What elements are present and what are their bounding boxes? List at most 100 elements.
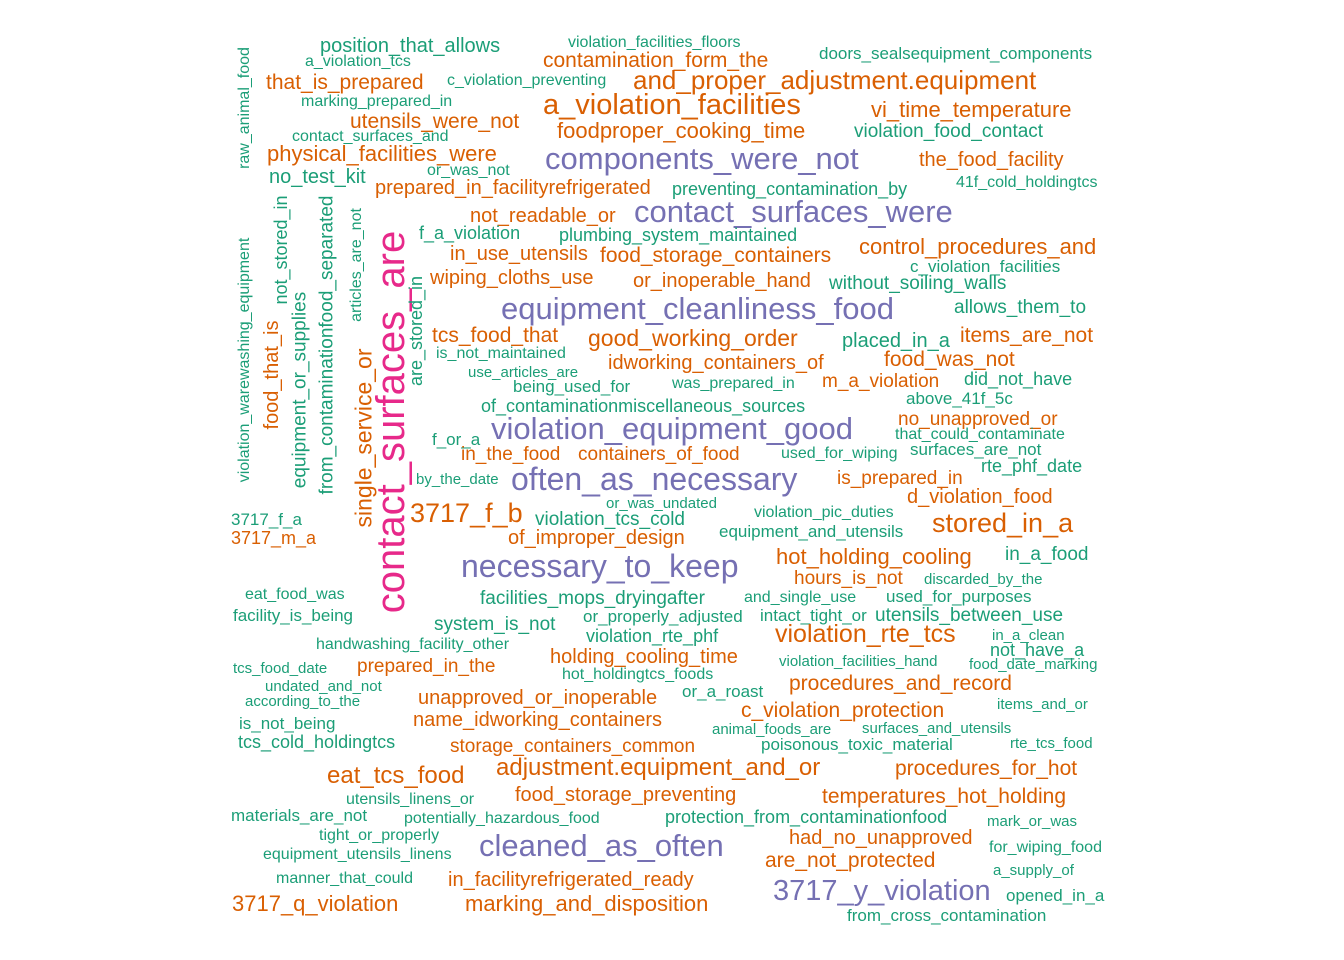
word: a_violation_tcs <box>305 53 411 70</box>
word: good_working_order <box>588 325 798 351</box>
word: violation_tcs_cold <box>535 509 685 530</box>
word: discarded_by_the <box>924 571 1043 588</box>
word: of_contaminationmiscellaneous_sources <box>481 396 806 416</box>
word: food_that_is <box>261 320 283 430</box>
word: according_to_the <box>245 693 361 710</box>
word: components_were_not <box>545 141 859 176</box>
word: tcs_cold_holdingtcs <box>238 732 396 752</box>
word: tcs_food_that <box>432 324 559 347</box>
word: foodproper_cooking_time <box>557 118 806 143</box>
word: prepared_in_the <box>357 656 496 677</box>
word: tight_or_properly <box>319 827 440 844</box>
word: name_idworking_containers <box>413 709 663 731</box>
word: hot_holding_cooling <box>776 544 972 569</box>
word: is_not_being <box>239 714 336 733</box>
word: or_a_roast <box>682 682 764 701</box>
word: poisonous_toxic_material <box>761 735 953 754</box>
word: contact_surfaces_were <box>634 194 953 229</box>
word: no_unapproved_or <box>898 409 1058 430</box>
word: violation_rte_phf <box>586 626 719 646</box>
word: 41f_cold_holdingtcs <box>956 174 1098 191</box>
word: control_procedures_and <box>859 234 1097 259</box>
word: violation_facilities_floors <box>568 34 741 51</box>
word: placed_in_a <box>842 330 950 352</box>
word: that_is_prepared <box>266 71 424 94</box>
word: eat_food_was <box>245 586 345 603</box>
word: items_and_or <box>997 696 1088 713</box>
word: had_no_unapproved <box>789 827 973 849</box>
word: food_storage_containers <box>600 244 832 267</box>
word: contact_surfaces_are <box>369 230 413 614</box>
word: rte_phf_date <box>981 456 1083 476</box>
word: contact_surfaces_and <box>292 128 449 145</box>
word: are_stored_in <box>406 275 426 387</box>
word: hours_is_not <box>794 568 903 589</box>
word: 3717_m_a <box>231 528 317 548</box>
word: temperatures_hot_holding <box>822 785 1067 808</box>
word: for_wiping_food <box>989 839 1102 856</box>
word: tcs_food_date <box>233 660 328 677</box>
word: procedures_for_hot <box>895 757 1078 780</box>
word: equipment_cleanliness_food <box>501 291 894 326</box>
word: necessary_to_keep <box>461 548 739 584</box>
word: violation_food_contact <box>854 121 1044 142</box>
word: doors_sealsequipment_components <box>819 44 1093 63</box>
word: 3717_y_violation <box>773 875 991 907</box>
word: marking_prepared_in <box>301 93 453 110</box>
word: animal_foods_are <box>712 721 832 738</box>
word: in_a_food <box>1005 544 1089 565</box>
word: materials_are_not <box>231 806 368 825</box>
word: of_improper_design <box>508 527 685 549</box>
word: violation_warewashing_equipment <box>236 237 253 483</box>
word: f_or_a <box>432 430 481 449</box>
word: manner_that_could <box>276 870 413 887</box>
word: idworking_containers_of <box>608 352 824 374</box>
word: intact_tight_or <box>760 606 867 625</box>
word: food_date_marking <box>969 656 1098 673</box>
word: potentially_hazardous_food <box>404 810 600 827</box>
word: 3717_f_a <box>231 510 302 529</box>
word: f_a_violation <box>419 223 521 243</box>
word: raw_animal_food <box>236 47 253 169</box>
word: in_use_utensils <box>450 243 588 265</box>
word: rte_tcs_food <box>1010 735 1093 752</box>
word: not_have_a <box>990 640 1085 660</box>
word: marking_and_disposition <box>465 891 709 916</box>
word: storage_containers_common <box>450 736 696 757</box>
word: violation_facilities_hand <box>779 653 938 670</box>
word: allows_them_to <box>954 297 1087 318</box>
word: not_stored_in <box>271 195 291 305</box>
word: food_storage_preventing <box>515 784 737 806</box>
word: in_the_food <box>461 444 561 465</box>
word: vi_time_temperature <box>871 97 1072 122</box>
word: the_food_facility <box>919 149 1064 171</box>
word: used_for_wiping <box>781 445 898 462</box>
word: are_not_protected <box>765 849 936 872</box>
word: plumbing_system_maintained <box>559 225 798 245</box>
word: and_single_use <box>744 589 857 606</box>
word: d_violation_food <box>907 486 1053 508</box>
word: a_violation_facilities <box>543 89 801 121</box>
word: or_was_not <box>427 162 510 179</box>
word: adjustment.equipment_and_or <box>496 754 821 781</box>
word: that_could_contaminate <box>895 426 1065 443</box>
word: stored_in_a <box>932 508 1074 538</box>
word: contamination_form_the <box>543 49 769 72</box>
word: no_test_kit <box>269 166 366 188</box>
word: in_a_clean <box>992 627 1065 644</box>
word: violation_equipment_good <box>491 411 853 446</box>
word: equipment_and_utensils <box>719 522 904 541</box>
word: c_violation_preventing <box>447 72 607 89</box>
word: is_not_maintained <box>436 345 566 362</box>
word: preventing_contamination_by <box>672 179 908 199</box>
word: hot_holdingtcs_foods <box>562 666 714 683</box>
word: containers_of_food <box>578 444 740 465</box>
word: prepared_in_facilityrefrigerated <box>375 177 651 199</box>
word: is_prepared_in <box>837 468 963 489</box>
word: above_41f_5c <box>906 389 1013 408</box>
word: food_was_not <box>884 348 1015 371</box>
word: from_contaminationfood_separated <box>316 195 338 495</box>
word: use_articles_are <box>468 364 579 381</box>
word: surfaces_and_utensils <box>862 720 1012 737</box>
